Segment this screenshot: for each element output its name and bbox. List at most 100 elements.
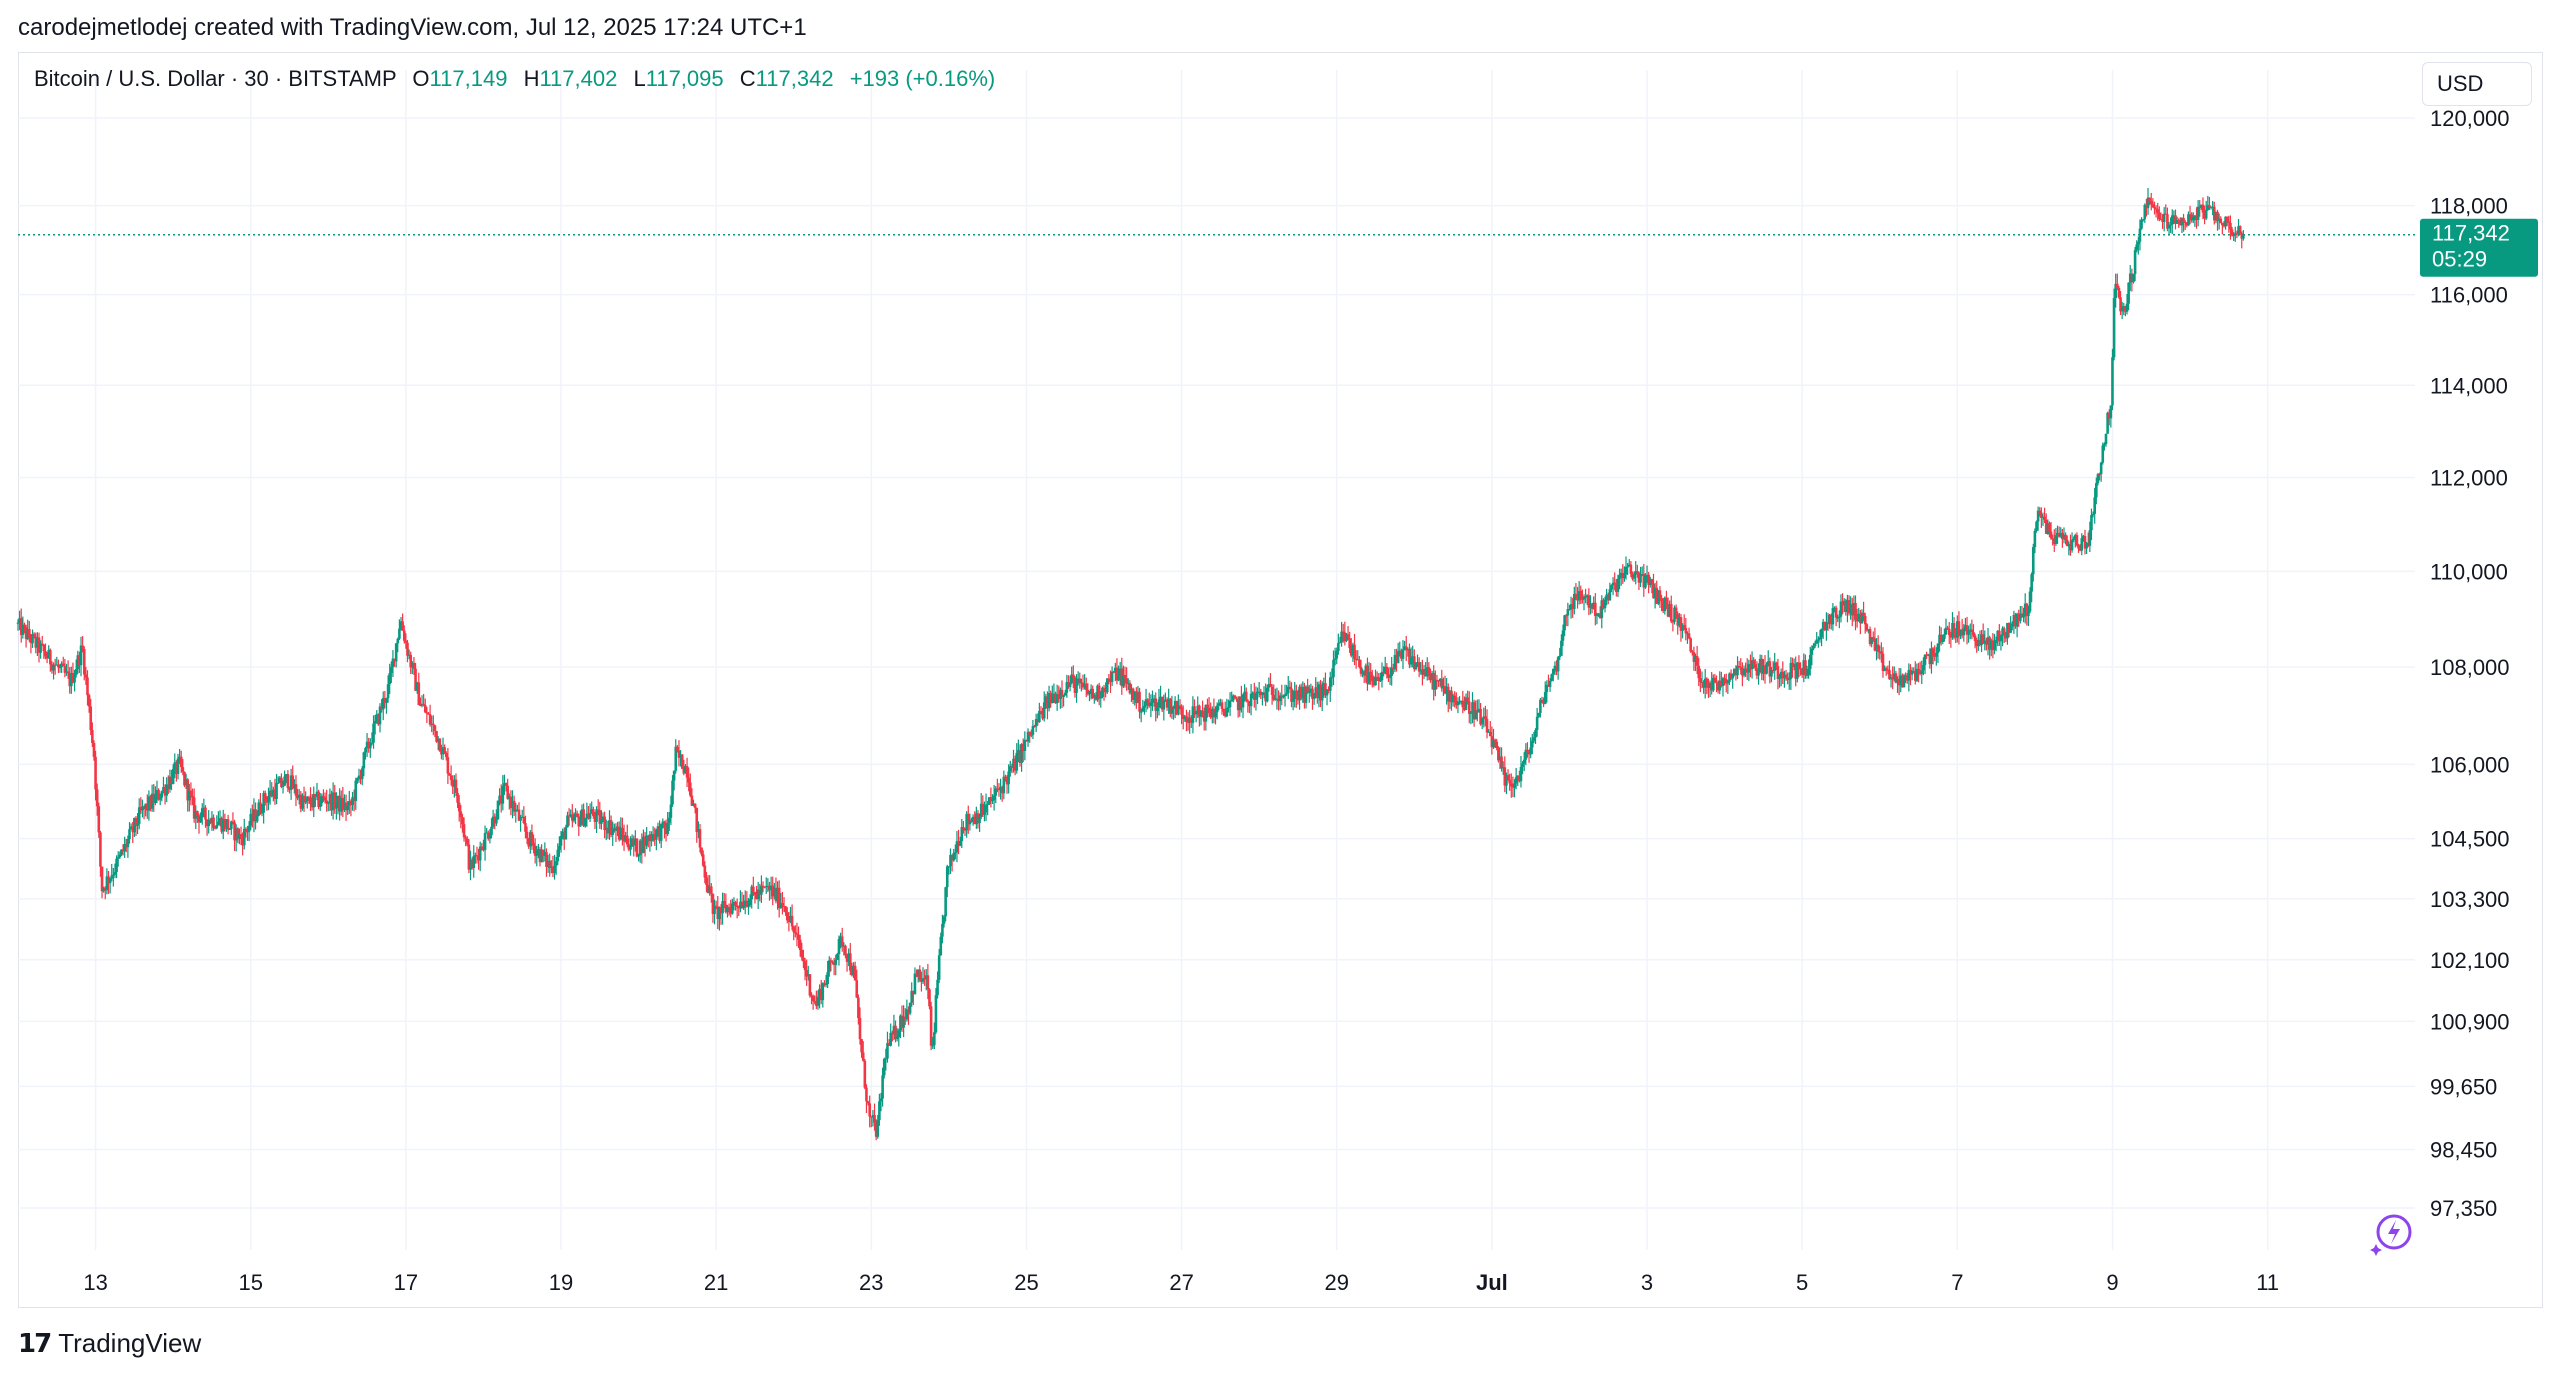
candle-body [144, 803, 147, 809]
candle-body [954, 852, 957, 854]
candle-body [950, 854, 954, 861]
candle-body [978, 816, 981, 824]
candle-body [1648, 579, 1652, 585]
candle-body [1631, 573, 1634, 579]
candle-body [1485, 718, 1489, 733]
candle-body [577, 816, 581, 827]
candle-body [2104, 433, 2108, 444]
candle-body [234, 828, 238, 841]
candle-body [1149, 702, 1153, 706]
candle-body [616, 826, 619, 832]
candle-body [1042, 702, 1046, 719]
time-tick-label: 17 [394, 1270, 418, 1295]
candle-body [2098, 474, 2101, 476]
candle-body [2015, 613, 2019, 627]
candle-body [2204, 209, 2208, 219]
candle-body [181, 767, 185, 772]
candle-body [1440, 678, 1444, 689]
candle-body [659, 823, 663, 841]
candle-body [2023, 603, 2027, 614]
candle-body [1264, 692, 1267, 702]
candle-body [1438, 678, 1442, 682]
candle-body [1094, 695, 1098, 700]
candle-body [2141, 219, 2145, 221]
candle-body [495, 819, 498, 824]
candle-body [1274, 698, 1277, 700]
candle-body [1508, 779, 1511, 784]
candle-body [1757, 671, 1760, 676]
candle-body [1807, 668, 1810, 675]
currency-selector[interactable]: USD [2422, 62, 2532, 106]
candle-body [1498, 756, 1502, 761]
candle-body [1505, 775, 1508, 786]
candle-body [1104, 690, 1107, 693]
candle-body [1713, 677, 1717, 683]
candle-body [1589, 603, 1592, 608]
candle-body [532, 842, 535, 846]
candle-body [619, 827, 623, 840]
candle-body [1162, 700, 1166, 710]
candle-body [1519, 766, 1523, 782]
candle-body [1493, 739, 1497, 742]
chart-caption: carodejmetlodej created with TradingView… [18, 14, 807, 41]
candle-body [785, 912, 789, 921]
candle-body [1109, 679, 1112, 683]
candle-body [378, 706, 382, 725]
candle-body [1989, 640, 1993, 650]
candle-body [105, 876, 109, 891]
candle-body [863, 1060, 867, 1088]
candle-body [697, 829, 700, 833]
candle-body [1112, 671, 1116, 673]
candle-body [1825, 622, 1828, 631]
candle-body [1476, 710, 1479, 713]
candle-body [1978, 639, 1982, 646]
candle-body [1063, 692, 1067, 696]
candle-body [124, 843, 128, 848]
lightning-icon[interactable] [2368, 1210, 2416, 1258]
candle-body [870, 1116, 873, 1118]
candle-body [769, 885, 773, 891]
candle-body [1280, 695, 1284, 698]
candle-body [546, 860, 550, 867]
candle-body [530, 832, 534, 843]
candle-body [158, 797, 162, 800]
candle-body [314, 794, 317, 797]
candle-body [241, 838, 244, 846]
candle-body [1461, 700, 1465, 708]
candle-body [1650, 579, 1654, 585]
candle-body [2117, 288, 2121, 298]
candle-body [1527, 751, 1531, 755]
candle-body [2156, 209, 2160, 213]
tradingview-logo[interactable]: 17 TradingView [18, 1328, 201, 1359]
candle-body [354, 780, 358, 801]
candle-body [301, 795, 304, 809]
candle-body [1573, 593, 1576, 610]
candle-body [1204, 704, 1208, 722]
candle-body [270, 790, 274, 797]
candle-body [2229, 222, 2232, 230]
candle-body [1086, 689, 1090, 695]
candle-body [483, 833, 487, 851]
candle-body [1923, 654, 1927, 665]
candle-body [1188, 717, 1191, 723]
candle-body [1036, 719, 1040, 722]
candle-body [1959, 629, 1962, 636]
candle-body [32, 634, 36, 637]
candle-body [1998, 630, 2001, 642]
candle-body [1886, 669, 1890, 671]
candle-body [2040, 514, 2043, 518]
candle-body [1084, 683, 1088, 690]
candle-body [1307, 691, 1311, 693]
candle-body [638, 840, 642, 856]
candle-body [941, 923, 944, 937]
candle-body [949, 854, 952, 867]
candle-body [441, 747, 445, 755]
candle-body [635, 838, 639, 857]
candle-body [231, 821, 235, 823]
candle-body [1332, 659, 1335, 678]
candle-body [1983, 640, 1987, 644]
candle-body [204, 807, 207, 820]
candle-body [1739, 667, 1743, 671]
candle-body [1020, 744, 1023, 763]
